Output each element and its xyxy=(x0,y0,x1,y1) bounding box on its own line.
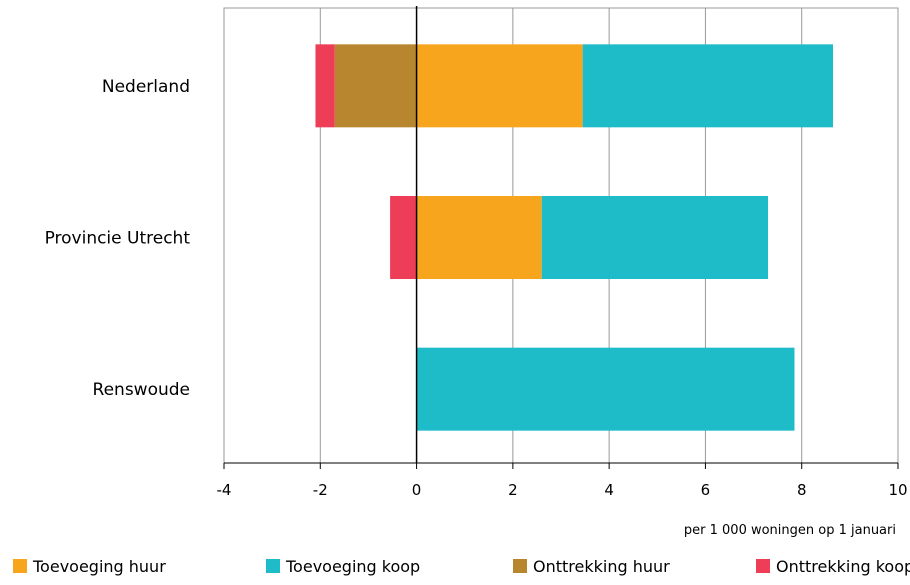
bar-2-1 xyxy=(416,347,795,431)
bar-1-1 xyxy=(541,196,769,279)
category-label-0: Nederland xyxy=(102,77,190,97)
axes xyxy=(223,6,899,469)
legend-label-0: Toevoeging huur xyxy=(32,557,166,576)
bar-1-0 xyxy=(416,196,542,279)
x-tick-label-0: -4 xyxy=(217,481,232,499)
category-label-2: Renswoude xyxy=(93,380,190,400)
x-tick-label-3: 2 xyxy=(508,481,518,499)
x-tick-label-1: -2 xyxy=(313,481,328,499)
bars xyxy=(315,44,834,431)
bar-0-2 xyxy=(334,44,417,128)
legend-swatch-0 xyxy=(13,559,27,573)
legend-swatch-3 xyxy=(756,559,770,573)
legend-label-3: Onttrekking koop xyxy=(776,557,910,576)
legend: Toevoeging huur Toevoeging koop Onttrekkin… xyxy=(13,557,910,576)
bar-1-3 xyxy=(390,196,417,279)
x-tick-label-7: 10 xyxy=(888,481,907,499)
x-tick-label-4: 4 xyxy=(604,481,614,499)
bar-0-1 xyxy=(582,44,834,128)
labels: Nederland Provincie Utrecht Renswoude -4 -2 0… xyxy=(45,77,908,538)
legend-label-2: Onttrekking huur xyxy=(533,557,670,576)
x-tick-label-6: 8 xyxy=(797,481,807,499)
legend-swatch-2 xyxy=(513,559,527,573)
legend-swatch-1 xyxy=(266,559,280,573)
category-label-1: Provincie Utrecht xyxy=(45,229,191,249)
legend-label-1: Toevoeging koop xyxy=(285,557,420,576)
x-tick-label-5: 6 xyxy=(701,481,711,499)
bar-0-3 xyxy=(315,44,335,128)
bar-0-0 xyxy=(416,44,583,128)
x-tick-label-2: 0 xyxy=(412,481,422,499)
x-axis-label: per 1 000 woningen op 1 januari xyxy=(684,523,896,538)
